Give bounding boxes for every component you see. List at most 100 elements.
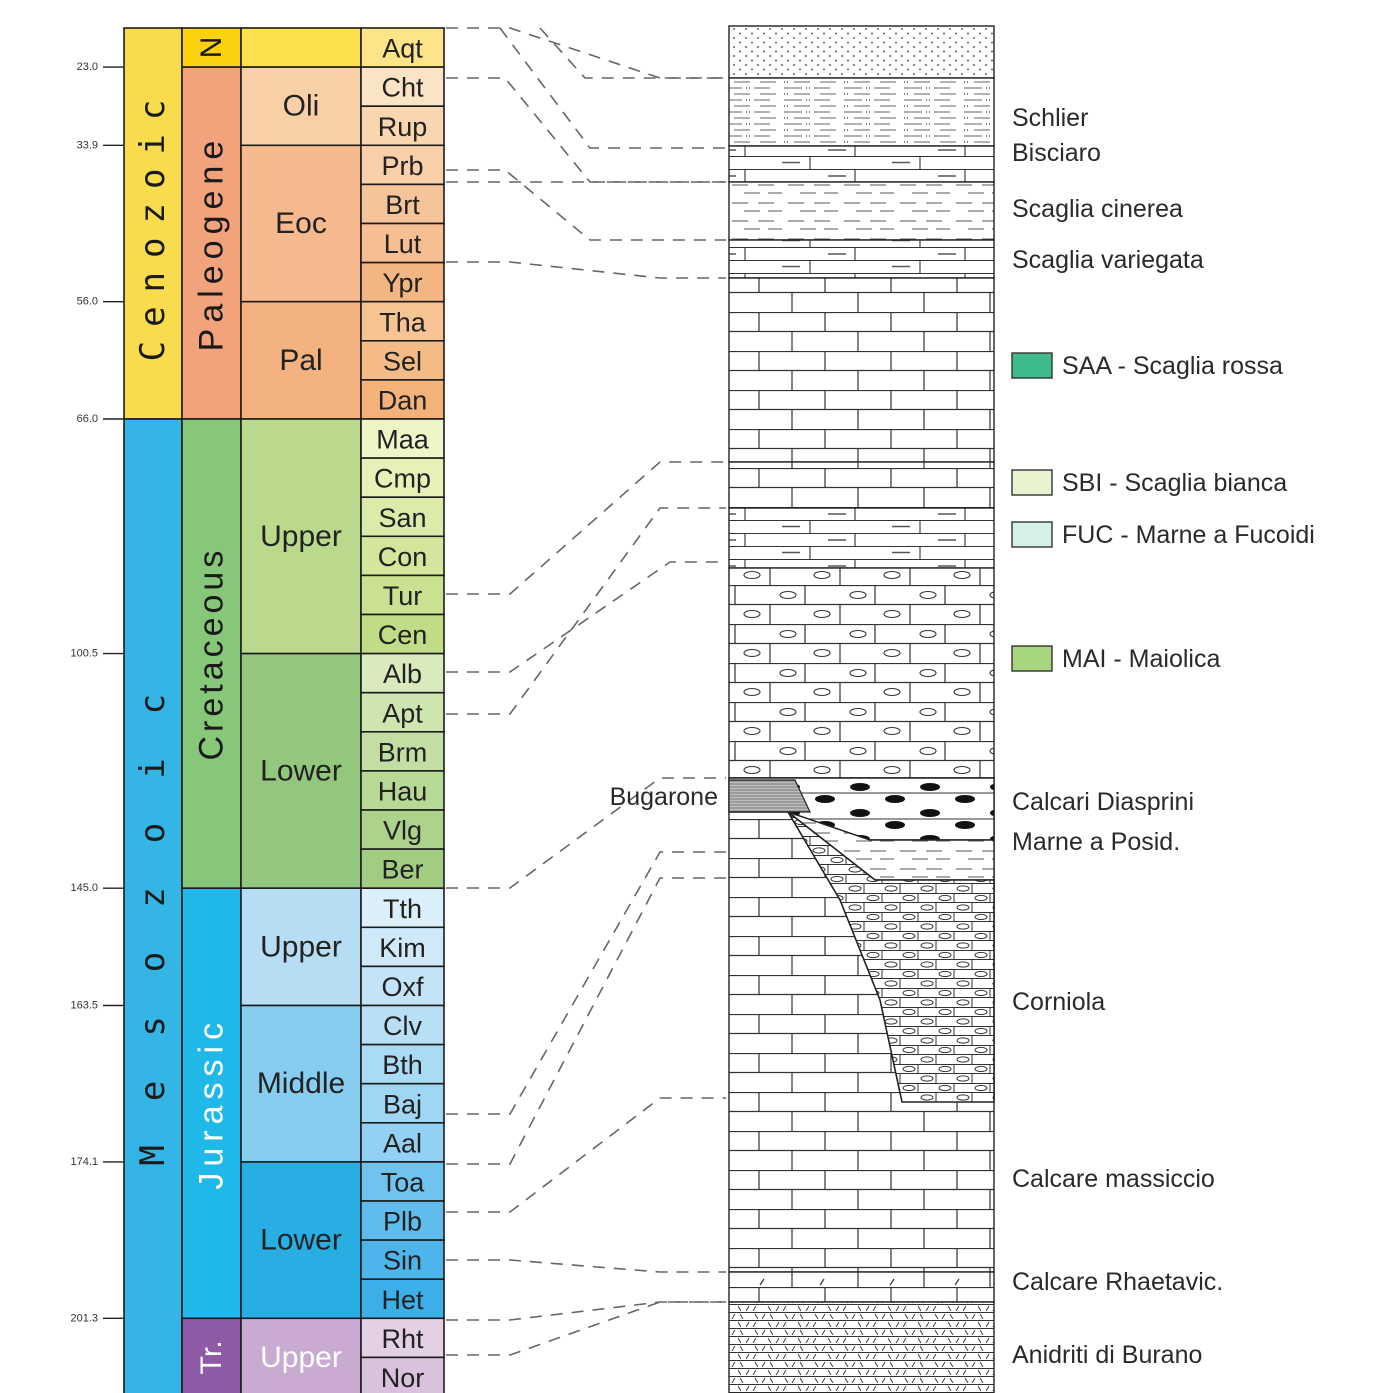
age-label-56-0: 56.0	[77, 296, 98, 308]
stage-nor	[360, 1356, 445, 1393]
stage-label-prb: Prb	[381, 151, 423, 181]
stage-label-rht: Rht	[381, 1324, 424, 1354]
lithology-column: Bugarone	[610, 25, 995, 1393]
correlation-line-11	[446, 1301, 726, 1356]
era-cenozoic	[123, 27, 183, 420]
epoch-oli-1	[240, 66, 362, 147]
swatch-fuc-marne-a-fucoidi	[1011, 521, 1053, 548]
epoch-label-lower: Lower	[260, 1224, 342, 1257]
period-paleogene	[181, 66, 242, 420]
age-label-163-5: 163.5	[70, 1000, 98, 1012]
stage-label-baj: Baj	[383, 1089, 422, 1119]
stage-toa	[360, 1161, 445, 1202]
age-label-66-0: 66.0	[77, 413, 98, 425]
age-label-201-3: 201.3	[70, 1312, 98, 1324]
correlation-line-6	[446, 851, 726, 1115]
epoch-upper-9	[240, 1317, 362, 1393]
formation-scaglia-variegata: Scaglia variegata	[1012, 246, 1204, 274]
unit-top-sandstone	[728, 25, 995, 79]
stage-label-san: San	[378, 503, 426, 533]
correlation-line-7	[446, 877, 726, 1165]
stage-label-nor: Nor	[381, 1363, 425, 1393]
stage-label-maa: Maa	[376, 425, 430, 455]
correlation-line-top-d	[446, 169, 726, 241]
correlation-line-top-b	[539, 27, 726, 79]
stage-label-ypr: Ypr	[382, 268, 422, 298]
stage-sel	[360, 339, 445, 381]
formation-calcare-massiccio: Calcare massiccio	[1012, 1165, 1215, 1193]
correlation-line-2	[446, 261, 726, 279]
stage-het	[360, 1278, 445, 1320]
stage-label-cen: Cen	[378, 620, 428, 650]
stage-label-cmp: Cmp	[374, 464, 431, 494]
epoch-eoc-2	[240, 144, 362, 303]
stage-ber	[360, 848, 445, 889]
stage-label-toa: Toa	[381, 1167, 426, 1197]
stage-label-sin: Sin	[383, 1246, 422, 1276]
stage-label-clv: Clv	[383, 1011, 422, 1041]
formation-fuc-marne-a-fucoidi: FUC - Marne a Fucoidi	[1062, 521, 1315, 549]
formation-saa-scaglia-rossa: SAA - Scaglia rossa	[1062, 352, 1283, 380]
stage-cmp	[360, 457, 445, 499]
formation-scaglia-cinerea: Scaglia cinerea	[1012, 195, 1183, 223]
unit-scaglia-cinerea	[728, 181, 995, 241]
stage-bth	[360, 1043, 445, 1085]
stage-label-tth: Tth	[383, 894, 422, 924]
stage-brm	[360, 730, 445, 772]
epoch-pal-3	[240, 300, 362, 420]
unit-scaglia-bianca	[728, 461, 995, 509]
stage-label-tur: Tur	[383, 581, 423, 611]
unit-scaglia-variegata	[728, 239, 995, 279]
epoch-label-oli: Oli	[283, 90, 320, 123]
period-tr	[181, 1317, 242, 1393]
stage-label-brm: Brm	[378, 737, 428, 767]
stage-baj	[360, 1082, 445, 1124]
epoch-upper-6	[240, 887, 362, 1007]
epoch-label-pal: Pal	[279, 344, 322, 377]
stage-label-kim: Kim	[379, 933, 426, 963]
stage-prb	[360, 144, 445, 186]
correlation-line-5	[446, 777, 726, 889]
stage-maa	[360, 418, 445, 459]
epoch-label-lower: Lower	[260, 754, 342, 787]
stage-tur	[360, 574, 445, 616]
period-jurassic	[181, 887, 242, 1320]
formation-anidriti-di-burano: Anidriti di Burano	[1012, 1341, 1202, 1369]
stage-label-dan: Dan	[378, 385, 428, 415]
swatch-mai-maiolica	[1011, 645, 1053, 672]
bugarone-label: Bugarone	[610, 783, 718, 811]
unit-bisciaro	[728, 145, 995, 183]
stage-kim	[360, 926, 445, 968]
period-label-cretaceous: Cretaceous	[193, 547, 231, 761]
unit-maiolica	[728, 567, 995, 779]
formation-bisciaro: Bisciaro	[1012, 139, 1101, 167]
stage-clv	[360, 1004, 445, 1046]
period-cretaceous	[181, 418, 242, 890]
stage-vlg	[360, 809, 445, 850]
period-label-jurassic: Jurassic	[193, 1017, 231, 1190]
stage-dan	[360, 379, 445, 420]
correlation-line-10	[446, 1301, 726, 1321]
age-label-33-9: 33.9	[77, 139, 98, 151]
geologic-timescale: Cenozoic Mesozoic N Paleogene Cretaceous Jura…	[123, 27, 445, 1393]
unit-calcare-rhaetavic	[728, 1271, 995, 1303]
swatch-sbi-scaglia-bianca	[1011, 469, 1053, 496]
stage-label-tha: Tha	[379, 307, 427, 337]
stage-label-sel: Sel	[383, 346, 422, 376]
stage-label-hau: Hau	[378, 776, 428, 806]
formation-mai-maiolica: MAI - Maiolica	[1062, 645, 1220, 673]
era-label-mesozoic: Mesozoic	[133, 650, 173, 1166]
age-label-23-0: 23.0	[77, 61, 98, 73]
age-label-100-5: 100.5	[70, 648, 98, 660]
unit-marne-fucoidi	[728, 507, 995, 569]
correlation-line-9	[446, 1259, 726, 1273]
period-label-tr: Tr.	[195, 1340, 228, 1374]
formation-marne-a-posid: Marne a Posid.	[1012, 828, 1180, 856]
unit-anidriti-burano	[728, 1301, 995, 1393]
stage-label-cht: Cht	[381, 73, 424, 103]
epoch-label-middle: Middle	[257, 1067, 345, 1100]
formation-schlier: Schlier	[1012, 104, 1088, 132]
correlation-line-0	[446, 27, 726, 79]
stage-label-aal: Aal	[383, 1128, 422, 1158]
